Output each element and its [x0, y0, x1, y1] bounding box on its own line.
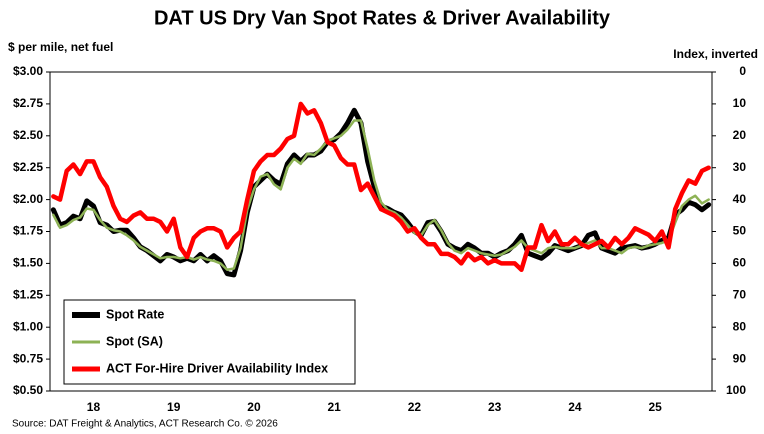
y-tick-label: $1.50 — [13, 256, 43, 270]
y2-tick-label: 50 — [733, 224, 747, 238]
y2-tick-label: 70 — [733, 287, 747, 301]
y-tick-label: $1.25 — [13, 287, 43, 301]
y-tick-label: $0.75 — [13, 351, 43, 365]
y-tick-label: $2.25 — [13, 160, 43, 174]
y2-tick-label: 10 — [733, 96, 747, 110]
legend-label: Spot Rate — [106, 307, 164, 321]
y-tick-label: $1.75 — [13, 224, 43, 238]
series-line — [51, 101, 711, 273]
legend-label: Spot (SA) — [106, 334, 163, 348]
y2-tick-label: 90 — [733, 351, 747, 365]
x-tick-label: 21 — [328, 400, 342, 414]
y-tick-label: $2.75 — [13, 96, 43, 110]
legend: Spot Rate Spot (SA) ACT For-Hire Driver … — [63, 299, 356, 385]
chart-title: DAT US Dry Van Spot Rates & Driver Avail… — [154, 7, 611, 29]
x-tick-label: 23 — [488, 400, 502, 414]
x-tick-label: 19 — [167, 400, 181, 414]
y2-tick-label: 60 — [733, 256, 747, 270]
y-tick-label: $2.50 — [13, 128, 43, 142]
legend-box — [63, 299, 356, 385]
y2-tick-label: 100 — [726, 383, 746, 397]
y2-tick-label: 40 — [733, 192, 747, 206]
y2-tick-label: 80 — [733, 319, 747, 333]
x-tick-label: 24 — [568, 400, 582, 414]
x-tick-label: 20 — [247, 400, 261, 414]
y-tick-label: $1.00 — [13, 319, 43, 333]
y-axis-label: $ per mile, net fuel — [8, 40, 113, 54]
x-tick-label: 18 — [87, 400, 101, 414]
plot-area: $0.50 $0.75 $1.00 $1.25 $1.50 $1.75 $2.00 $2.25… — [13, 64, 746, 414]
source-note: Source: DAT Freight & Analytics, ACT Res… — [12, 419, 278, 430]
y2-tick-label: 0 — [739, 64, 746, 78]
x-tick-label: 25 — [648, 400, 662, 414]
x-tick-label: 22 — [408, 400, 422, 414]
series-line — [52, 119, 710, 272]
legend-label: ACT For-Hire Driver Availability Index — [106, 361, 328, 375]
y-tick-label: $0.50 — [13, 383, 43, 397]
y2-axis-label: Index, inverted — [673, 47, 758, 61]
y-tick-label: $3.00 — [13, 64, 43, 78]
y-tick-label: $2.00 — [13, 192, 43, 206]
y2-tick-label: 20 — [733, 128, 747, 142]
y2-tick-label: 30 — [733, 160, 747, 174]
